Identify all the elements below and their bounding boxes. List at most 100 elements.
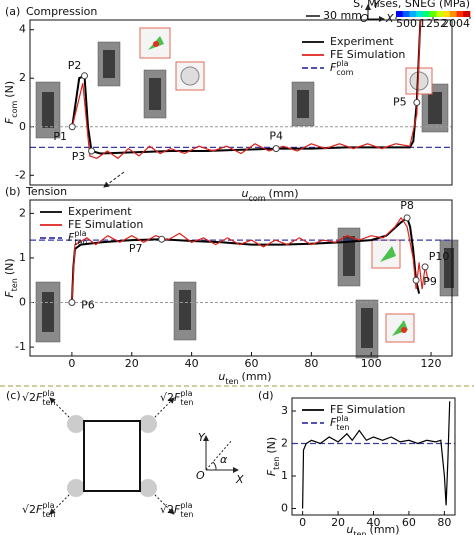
label-part: F bbox=[330, 61, 337, 74]
x-tick-label: 80 bbox=[437, 516, 451, 529]
label-part: √2 bbox=[22, 391, 36, 404]
y-axis-label: Fcom (N) bbox=[3, 81, 19, 124]
point-marker bbox=[272, 145, 280, 153]
force-label: √2Fpla ten bbox=[160, 389, 193, 407]
specimen-photos bbox=[35, 27, 459, 359]
plot-frame bbox=[29, 199, 453, 357]
point-label: P4 bbox=[269, 130, 283, 143]
colorbar-cell bbox=[416, 11, 424, 17]
axis-icon-label: O bbox=[360, 12, 369, 25]
label-part: com bbox=[248, 194, 265, 203]
label-part: (N) bbox=[265, 437, 278, 454]
label-part: ten bbox=[74, 238, 87, 247]
label-part: √2 bbox=[160, 503, 174, 516]
colorbar-tick-label: 1252 bbox=[419, 17, 447, 30]
label-part: F bbox=[174, 391, 181, 404]
x-tick-label: 20 bbox=[331, 516, 345, 529]
label-part: com bbox=[336, 68, 353, 77]
legend-label: Experiment bbox=[330, 35, 394, 48]
label-part: pla bbox=[336, 414, 348, 423]
label-part: ten bbox=[10, 278, 19, 291]
colorbar-cell bbox=[443, 11, 451, 17]
x-tick-label: 60 bbox=[402, 516, 416, 529]
point-label: P5 bbox=[393, 96, 407, 109]
axis-icon-label: X bbox=[385, 12, 394, 25]
y-tick-label: -1 bbox=[15, 340, 26, 353]
label-part: ten bbox=[225, 377, 238, 386]
colorbar-cell bbox=[429, 11, 437, 17]
x-tick-label: 0 bbox=[68, 357, 75, 370]
axis-icon-label: Y bbox=[373, 0, 381, 11]
axis-label: X bbox=[235, 473, 244, 486]
y-tick-label: -2 bbox=[15, 168, 26, 181]
series-line bbox=[71, 216, 429, 303]
y-tick-label: 0 bbox=[281, 502, 288, 515]
point-label: P2 bbox=[68, 59, 82, 72]
plot-frame bbox=[29, 19, 453, 186]
label-part: (N) bbox=[3, 81, 16, 98]
y-tick-label: 2 bbox=[19, 206, 26, 219]
force-label: √2Fpla ten bbox=[22, 389, 55, 407]
label-part: F bbox=[330, 416, 337, 429]
point-label: P1 bbox=[53, 130, 67, 143]
label-part: F bbox=[3, 291, 16, 298]
point-label: P10 bbox=[429, 250, 450, 263]
label-part: ten bbox=[42, 398, 55, 407]
y-tick-label: 0 bbox=[19, 296, 26, 309]
label-part: pla bbox=[74, 229, 86, 238]
colorbar-tick-label: 2004 bbox=[442, 17, 470, 30]
label-part: pla bbox=[180, 389, 192, 398]
colorbar-cell bbox=[456, 11, 464, 17]
legend-label: Fpla com bbox=[330, 59, 354, 77]
axis-label: Y bbox=[198, 431, 206, 444]
x-axis-label: uten (mm) bbox=[218, 370, 271, 386]
legend-label: FE Simulation bbox=[330, 403, 405, 416]
y-axis-label: Ften (N) bbox=[3, 258, 19, 297]
label-part: (N) bbox=[3, 258, 16, 275]
point-label: P8 bbox=[400, 199, 414, 212]
x-axis-label: ucom (mm) bbox=[241, 187, 298, 203]
y-tick-label: 4 bbox=[19, 23, 26, 36]
x-tick-label: 60 bbox=[244, 357, 258, 370]
label-part: F bbox=[3, 117, 16, 124]
point-marker bbox=[403, 214, 411, 222]
label-part: (mm) bbox=[242, 370, 272, 383]
label-part: pla bbox=[336, 59, 348, 68]
label-part: ten bbox=[42, 510, 55, 519]
label-part: pla bbox=[42, 501, 54, 510]
label-part: F bbox=[265, 469, 278, 476]
legend-label: FE Simulation bbox=[68, 218, 143, 231]
colorbar-cell bbox=[422, 11, 430, 17]
label-part: F bbox=[174, 503, 181, 516]
x-tick-label: 80 bbox=[304, 357, 318, 370]
label-part: u bbox=[218, 370, 225, 383]
label-part: F bbox=[36, 503, 43, 516]
colorbar-title: S, Mises, SNEG (MPa) bbox=[353, 0, 470, 10]
legend-label: Fpla ten bbox=[68, 229, 87, 247]
x-axis-label: uten (mm) bbox=[346, 523, 399, 535]
x-tick-label: 0 bbox=[299, 516, 306, 529]
label-part: ten bbox=[180, 510, 193, 519]
panel-label: (b) bbox=[5, 185, 21, 198]
label-part: ten bbox=[336, 423, 349, 432]
point-marker bbox=[158, 235, 166, 243]
y-tick-label: 2 bbox=[19, 71, 26, 84]
legend-label: FE Simulation bbox=[330, 48, 405, 61]
point-label: P7 bbox=[129, 242, 143, 255]
label-part: √2 bbox=[160, 391, 174, 404]
panel-title: Compression bbox=[26, 5, 97, 18]
legend-label: Fpla ten bbox=[330, 414, 349, 432]
label-part: u bbox=[346, 523, 353, 535]
label-part: F bbox=[36, 391, 43, 404]
point-label: P6 bbox=[81, 299, 95, 312]
point-marker bbox=[68, 299, 76, 307]
panel-label: (a) bbox=[5, 5, 20, 18]
diagram: (c) bbox=[6, 389, 239, 515]
colorbar-cell bbox=[396, 11, 404, 17]
label-part: ten bbox=[272, 457, 281, 470]
point-marker bbox=[68, 123, 76, 131]
colorbar-tick-label: 500 bbox=[396, 17, 417, 30]
plot-frame bbox=[291, 397, 456, 516]
label-part: (mm) bbox=[370, 523, 400, 535]
